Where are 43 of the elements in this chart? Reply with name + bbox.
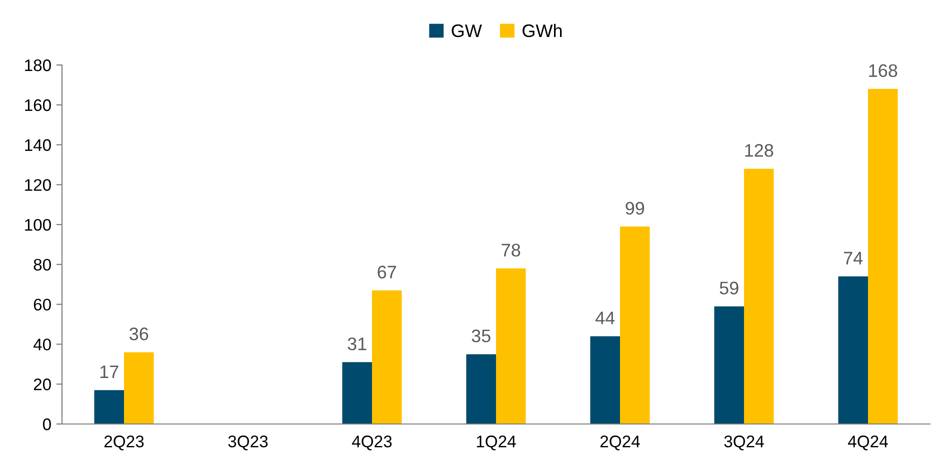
data-label: 17 (100, 366, 118, 378)
x-tick-label: 4Q24 (848, 436, 888, 450)
y-tick-label: 160 (25, 99, 51, 112)
bar (496, 268, 526, 424)
data-label: 78 (502, 244, 520, 257)
bar (372, 290, 402, 424)
x-tick-label: 3Q24 (724, 436, 764, 450)
data-label: 36 (130, 328, 148, 340)
bar (94, 390, 124, 424)
bar (868, 88, 898, 424)
data-label: 128 (745, 144, 774, 157)
y-tick-label: 20 (34, 378, 51, 390)
y-tick-label: 120 (25, 179, 51, 191)
data-label: 59 (720, 282, 738, 294)
bar (620, 226, 650, 424)
data-label: 99 (626, 202, 644, 215)
data-label: 74 (844, 252, 863, 264)
y-tick-label: 140 (25, 139, 51, 151)
bar (744, 168, 774, 424)
bar (590, 336, 620, 424)
x-tick-label: 4Q23 (352, 436, 392, 450)
data-label: 67 (378, 266, 396, 278)
y-tick-label: 40 (33, 338, 51, 350)
y-tick-label: 60 (34, 298, 51, 311)
y-tick-label: 100 (25, 218, 51, 231)
bar (714, 306, 744, 424)
legend-label: GWh (522, 24, 562, 38)
data-label: 44 (595, 312, 615, 324)
bar (466, 354, 496, 424)
bar (838, 276, 868, 424)
data-label: 168 (869, 64, 898, 78)
y-tick-label: 80 (34, 258, 51, 271)
x-tick-label: 1Q24 (476, 436, 516, 450)
legend-label: GW (452, 24, 482, 38)
y-tick-label: 0 (42, 418, 51, 430)
x-tick-label: 3Q23 (228, 436, 268, 450)
bar (124, 352, 154, 424)
x-tick-label: 2Q23 (104, 436, 144, 450)
y-tick-label: 180 (25, 59, 51, 72)
data-label: 35 (472, 330, 490, 342)
data-label: 31 (348, 337, 366, 350)
bar (342, 362, 372, 424)
x-tick-label: 2Q24 (600, 436, 640, 450)
